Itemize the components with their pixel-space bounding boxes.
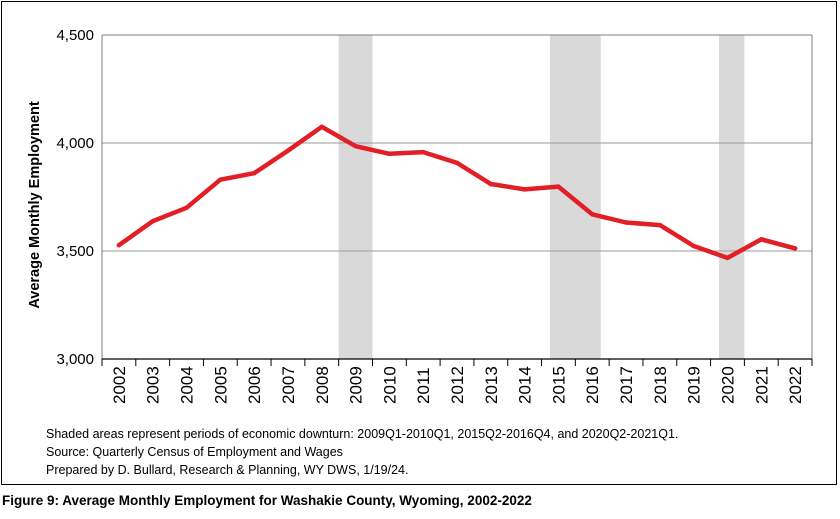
source-note: Source: Quarterly Census of Employment a… [46, 445, 343, 459]
data-point-2011 [420, 149, 426, 155]
x-tick-label-2020: 2020 [718, 366, 737, 404]
x-tick-label-2010: 2010 [380, 366, 399, 404]
y-axis-label: Average Monthly Employment [27, 101, 43, 309]
data-point-2021 [759, 237, 764, 242]
prepared-note: Prepared by D. Bullard, Research & Plann… [46, 463, 409, 477]
x-tick-label-2019: 2019 [685, 366, 704, 404]
x-tick-label-2015: 2015 [549, 366, 568, 404]
data-point-2006 [251, 171, 257, 176]
data-point-2016 [590, 212, 595, 217]
line-chart: 3,000 3,500 4,000 4,500 2002 2003 2004 2005 2006… [27, 27, 813, 404]
downturn-shade-1 [338, 35, 373, 359]
x-tick-label-2008: 2008 [313, 366, 332, 404]
figure-caption: Figure 9: Average Monthly Employment for… [2, 493, 532, 508]
x-tick-label-2007: 2007 [279, 366, 298, 404]
x-tick-label-2004: 2004 [178, 366, 197, 404]
data-point-2018 [657, 222, 663, 228]
data-point-2015 [556, 184, 561, 189]
data-point-2008 [319, 124, 324, 129]
data-point-2010 [387, 151, 392, 156]
data-point-2019 [691, 243, 696, 249]
y-tick-label-3000: 3,000 [56, 351, 94, 368]
y-tick-label-4500: 4,500 [56, 27, 94, 44]
x-tick-label-2013: 2013 [482, 366, 501, 404]
x-tick-label-2006: 2006 [245, 366, 264, 404]
x-tick-label-2009: 2009 [347, 366, 366, 404]
data-point-2022 [792, 246, 798, 251]
data-point-2003 [150, 218, 155, 224]
shading-note: Shaded areas represent periods of econom… [46, 427, 679, 441]
data-point-2020 [725, 255, 730, 261]
downturn-shade-3 [719, 35, 745, 359]
data-point-2002 [116, 242, 122, 248]
x-tick-label-2005: 2005 [211, 366, 230, 404]
x-tick-label-2022: 2022 [786, 366, 805, 404]
data-point-2009 [353, 144, 358, 149]
downturn-shade-2 [549, 35, 601, 359]
data-point-2017 [623, 220, 629, 225]
data-point-2014 [522, 187, 527, 192]
employment-series-line [116, 124, 798, 261]
data-point-2013 [488, 181, 494, 187]
x-tick-label-2021: 2021 [752, 366, 771, 404]
x-tick-label-2014: 2014 [516, 366, 535, 404]
x-tick-label-2012: 2012 [448, 366, 467, 404]
data-point-2012 [454, 160, 460, 166]
data-point-2007 [285, 148, 291, 153]
y-tick-label-4000: 4,000 [56, 135, 94, 152]
x-tick-label-2003: 2003 [144, 366, 163, 404]
data-point-2004 [184, 205, 189, 210]
x-tick-label-2016: 2016 [583, 366, 602, 404]
x-tick-label-2017: 2017 [617, 366, 636, 404]
chart-frame: 3,000 3,500 4,000 4,500 2002 2003 2004 2005 2006… [1, 1, 837, 485]
y-tick-label-3500: 3,500 [56, 243, 94, 260]
x-tick-label-2018: 2018 [651, 366, 670, 404]
x-tick-label-2002: 2002 [110, 366, 129, 404]
data-point-2005 [218, 177, 223, 182]
x-tick-label-2011: 2011 [414, 367, 433, 404]
chart-notes: Shaded areas represent periods of econom… [46, 425, 678, 479]
